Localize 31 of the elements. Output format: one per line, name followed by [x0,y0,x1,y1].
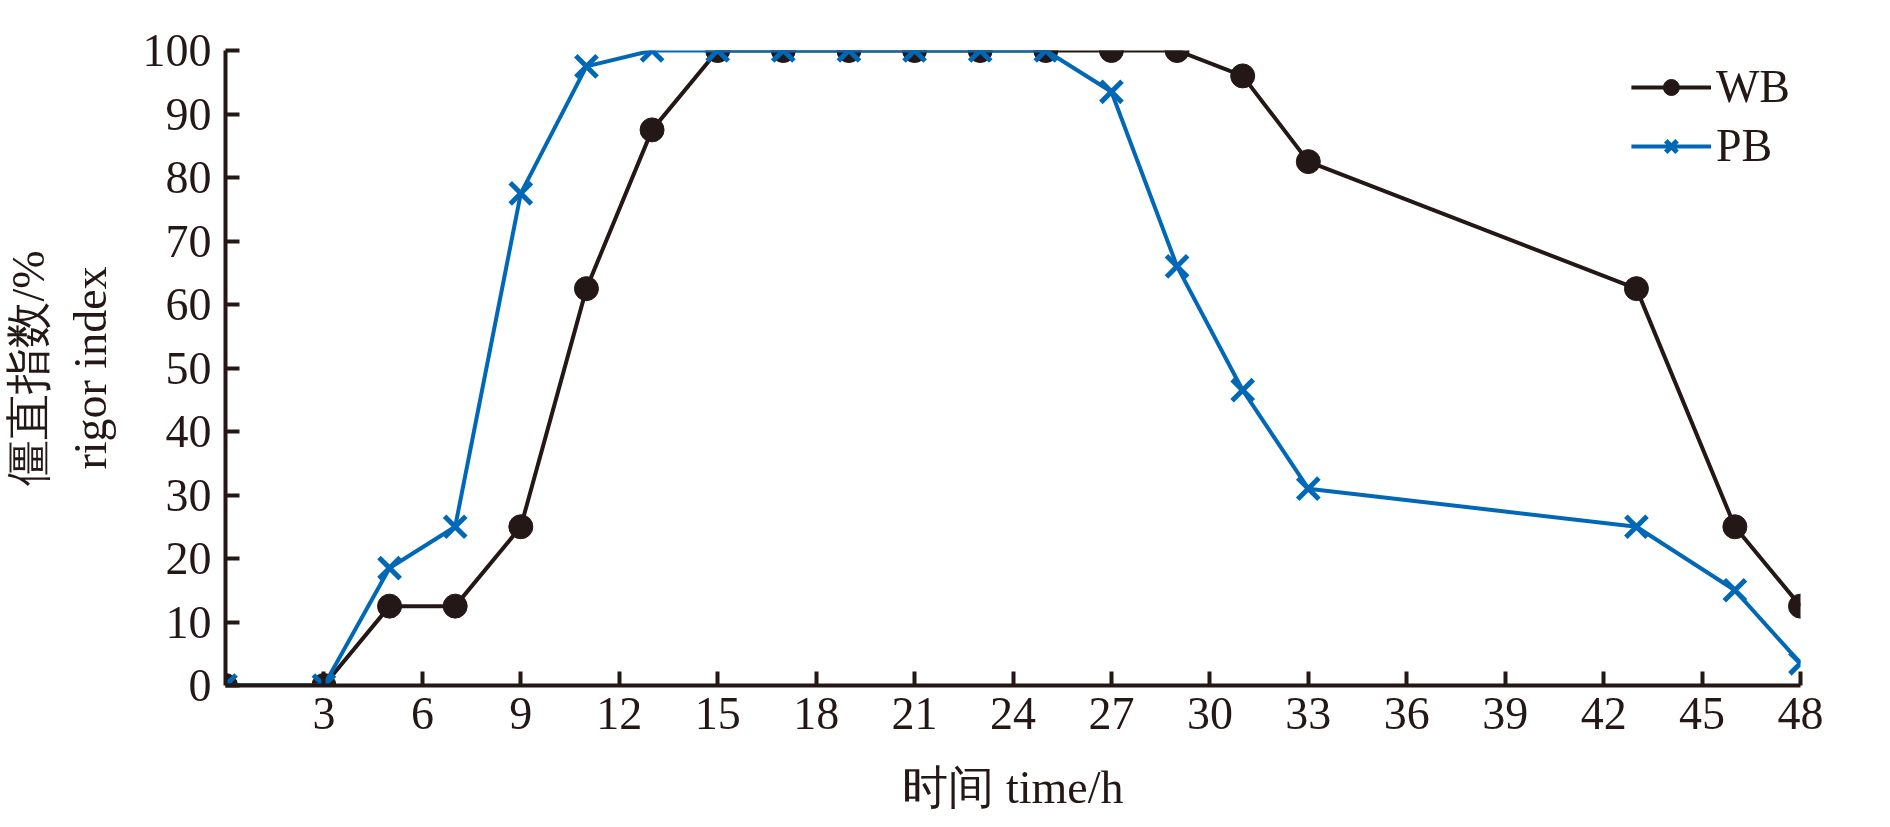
x-tick-label: 12 [596,687,643,739]
x-tick-label: 27 [1088,687,1135,739]
y-tick-label: 80 [165,152,212,203]
y-tick-label: 100 [142,25,212,76]
x-tick-label: 9 [509,687,533,739]
y-tick-label: 40 [165,406,212,457]
x-tick-label: 36 [1383,687,1430,739]
legend-label: WB [1715,60,1790,113]
x-tick-label: 3 [312,687,336,739]
x-tick-label: 30 [1186,687,1233,739]
x-tick-label: 39 [1482,687,1529,739]
x-tick-label: 48 [1777,687,1824,739]
y-tick-label: 90 [165,88,212,140]
x-tick-label: 45 [1679,687,1726,739]
y-axis-title: 僵直指数/% rigor index [3,250,116,486]
x-tick-label: 6 [410,687,434,739]
x-tick-label: 24 [990,687,1036,739]
y-tick-label: 10 [165,596,212,648]
y-tick-label: 50 [165,342,212,394]
x-tick-label: 33 [1285,687,1332,739]
x-tick-label: 42 [1580,687,1627,739]
x-axis-title: 时间 time/h [902,761,1124,813]
x-tick-label: 15 [694,687,741,739]
legend-label: PB [1715,119,1773,172]
y-tick-label: 30 [165,469,212,521]
x-tick-label: 21 [891,687,938,739]
x-tick-label: 18 [793,687,840,739]
y-tick-label: 70 [165,215,212,267]
y-tick-label: 0 [188,660,212,711]
y-tick-label: 20 [165,533,212,584]
y-tick-label: 60 [165,279,212,330]
